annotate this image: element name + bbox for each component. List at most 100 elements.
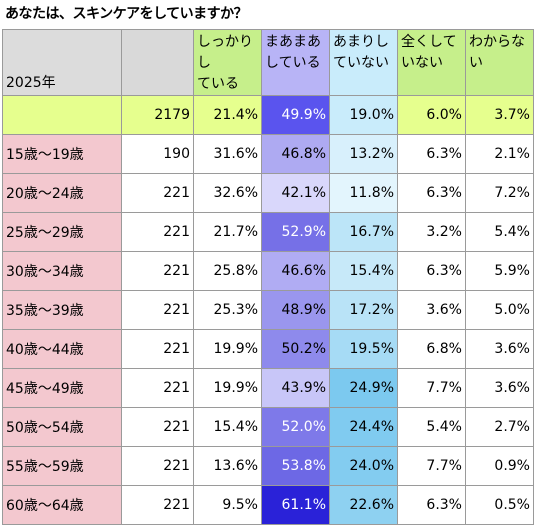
value-cell-col5: 5.0% bbox=[465, 290, 534, 330]
value-cell-col5: 3.6% bbox=[465, 329, 534, 369]
value-cell-col4: 6.3% bbox=[397, 173, 466, 213]
value-cell-col3: 13.2% bbox=[329, 134, 398, 174]
table-row: 35歳～39歳 221 25.3% 48.9% 17.2% 3.6% 5.0% bbox=[2, 290, 534, 330]
column-header-4-line2: いない bbox=[401, 55, 443, 71]
value-cell-col4: 5.4% bbox=[397, 407, 466, 447]
column-header-1-line1: しっかりし bbox=[197, 34, 253, 71]
sample-size: 221 bbox=[121, 290, 194, 330]
column-header-3: あまりし ていない bbox=[329, 29, 398, 96]
value-cell-col5: 2.7% bbox=[465, 407, 534, 447]
sample-size: 221 bbox=[121, 212, 194, 252]
value-cell-col1: 15.4% bbox=[193, 407, 262, 447]
value-cell-col5: 0.5% bbox=[465, 485, 534, 525]
value-cell-col2: 52.0% bbox=[261, 407, 330, 447]
survey-table: 2025年 しっかりしている まあまあしている あまりしていない 全くしていない… bbox=[2, 29, 534, 525]
sample-size: 221 bbox=[121, 251, 194, 291]
table-row: 40歳～44歳 221 19.9% 50.2% 19.5% 6.8% 3.6% bbox=[2, 329, 534, 369]
age-group-label: 20歳～24歳 bbox=[2, 173, 122, 213]
value-cell-col1: 9.5% bbox=[193, 485, 262, 525]
column-header-3-line1: あまりし bbox=[333, 34, 389, 50]
value-cell-col3: 17.2% bbox=[329, 290, 398, 330]
age-group-label: 35歳～39歳 bbox=[2, 290, 122, 330]
value-cell-col3: 11.8% bbox=[329, 173, 398, 213]
sample-size: 221 bbox=[121, 329, 194, 369]
sample-size: 221 bbox=[121, 368, 194, 408]
total-value-2: 49.9% bbox=[261, 95, 330, 135]
value-cell-col5: 7.2% bbox=[465, 173, 534, 213]
value-cell-col2: 61.1% bbox=[261, 485, 330, 525]
table-row: 20歳～24歳 221 32.6% 42.1% 11.8% 6.3% 7.2% bbox=[2, 173, 534, 213]
value-cell-col3: 24.9% bbox=[329, 368, 398, 408]
value-cell-col4: 7.7% bbox=[397, 446, 466, 486]
value-cell-col4: 3.6% bbox=[397, 290, 466, 330]
sample-size: 221 bbox=[121, 407, 194, 447]
table-row: 30歳～34歳 221 25.8% 46.6% 15.4% 6.3% 5.9% bbox=[2, 251, 534, 291]
sample-size: 221 bbox=[121, 446, 194, 486]
value-cell-col5: 2.1% bbox=[465, 134, 534, 174]
header-blank-cell bbox=[121, 29, 194, 96]
year-label: 2025年 bbox=[2, 29, 122, 96]
table-row: 25歳～29歳 221 21.7% 52.9% 16.7% 3.2% 5.4% bbox=[2, 212, 534, 252]
total-value-3: 19.0% bbox=[329, 95, 398, 135]
table-row: 15歳～19歳 190 31.6% 46.8% 13.2% 6.3% 2.1% bbox=[2, 134, 534, 174]
value-cell-col4: 6.3% bbox=[397, 134, 466, 174]
column-header-5-line2: い bbox=[469, 55, 483, 71]
total-value-5: 3.7% bbox=[465, 95, 534, 135]
value-cell-col1: 31.6% bbox=[193, 134, 262, 174]
total-label bbox=[2, 95, 122, 135]
value-cell-col1: 25.8% bbox=[193, 251, 262, 291]
value-cell-col1: 19.9% bbox=[193, 329, 262, 369]
column-header-2-line1: まあまあ bbox=[265, 34, 321, 50]
header-row: 2025年 しっかりしている まあまあしている あまりしていない 全くしていない… bbox=[2, 29, 534, 96]
chart-title: あなたは、スキンケアをしていますか？ bbox=[5, 6, 248, 22]
table-row: 45歳～49歳 221 19.9% 43.9% 24.9% 7.7% 3.6% bbox=[2, 368, 534, 408]
value-cell-col2: 53.8% bbox=[261, 446, 330, 486]
column-header-4-line1: 全くして bbox=[401, 34, 457, 50]
value-cell-col2: 48.9% bbox=[261, 290, 330, 330]
age-group-label: 25歳～29歳 bbox=[2, 212, 122, 252]
column-header-5: わからない bbox=[465, 29, 534, 96]
age-group-label: 40歳～44歳 bbox=[2, 329, 122, 369]
value-cell-col2: 50.2% bbox=[261, 329, 330, 369]
age-group-label: 30歳～34歳 bbox=[2, 251, 122, 291]
table-row: 60歳～64歳 221 9.5% 61.1% 22.6% 6.3% 0.5% bbox=[2, 485, 534, 525]
value-cell-col3: 24.4% bbox=[329, 407, 398, 447]
column-header-5-line1: わからな bbox=[469, 34, 525, 50]
sample-size: 221 bbox=[121, 173, 194, 213]
value-cell-col2: 42.1% bbox=[261, 173, 330, 213]
value-cell-col4: 3.2% bbox=[397, 212, 466, 252]
sample-size: 190 bbox=[121, 134, 194, 174]
value-cell-col2: 46.8% bbox=[261, 134, 330, 174]
column-header-1-line2: ている bbox=[197, 76, 239, 92]
value-cell-col5: 5.9% bbox=[465, 251, 534, 291]
value-cell-col2: 46.6% bbox=[261, 251, 330, 291]
total-row: 2179 21.4% 49.9% 19.0% 6.0% 3.7% bbox=[2, 95, 534, 135]
column-header-4: 全くして いない bbox=[397, 29, 466, 96]
total-value-1: 21.4% bbox=[193, 95, 262, 135]
value-cell-col4: 6.3% bbox=[397, 251, 466, 291]
value-cell-col3: 19.5% bbox=[329, 329, 398, 369]
value-cell-col1: 13.6% bbox=[193, 446, 262, 486]
column-header-3-line2: ていない bbox=[333, 55, 389, 71]
value-cell-col5: 3.6% bbox=[465, 368, 534, 408]
value-cell-col2: 52.9% bbox=[261, 212, 330, 252]
total-n: 2179 bbox=[121, 95, 194, 135]
age-group-label: 45歳～49歳 bbox=[2, 368, 122, 408]
value-cell-col3: 15.4% bbox=[329, 251, 398, 291]
value-cell-col4: 6.8% bbox=[397, 329, 466, 369]
value-cell-col3: 24.0% bbox=[329, 446, 398, 486]
value-cell-col3: 22.6% bbox=[329, 485, 398, 525]
value-cell-col1: 32.6% bbox=[193, 173, 262, 213]
value-cell-col2: 43.9% bbox=[261, 368, 330, 408]
total-value-4: 6.0% bbox=[397, 95, 466, 135]
age-group-label: 15歳～19歳 bbox=[2, 134, 122, 174]
sample-size: 221 bbox=[121, 485, 194, 525]
value-cell-col3: 16.7% bbox=[329, 212, 398, 252]
column-header-2-line2: している bbox=[265, 55, 321, 71]
age-group-label: 55歳～59歳 bbox=[2, 446, 122, 486]
value-cell-col4: 7.7% bbox=[397, 368, 466, 408]
value-cell-col1: 19.9% bbox=[193, 368, 262, 408]
column-header-2: まあまあ している bbox=[261, 29, 330, 96]
value-cell-col5: 0.9% bbox=[465, 446, 534, 486]
value-cell-col1: 25.3% bbox=[193, 290, 262, 330]
